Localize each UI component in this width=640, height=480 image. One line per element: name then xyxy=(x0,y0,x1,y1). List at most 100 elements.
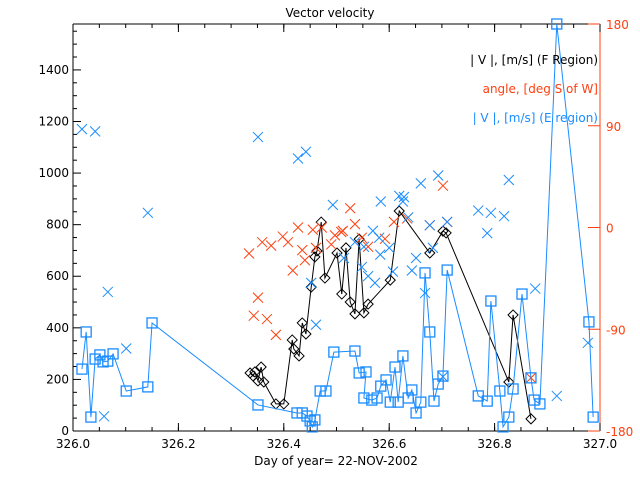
f-angle-point xyxy=(287,265,299,276)
x-marker-stroke xyxy=(375,196,387,207)
f-velocity-point xyxy=(437,225,449,237)
e-angle-point xyxy=(300,146,312,158)
f-velocity-point xyxy=(311,245,323,257)
f-angle-point xyxy=(248,310,260,322)
f-angle-point xyxy=(335,226,347,238)
e-velocity-point xyxy=(358,392,370,404)
x-axis-label: Day of year= 22-NOV-2002 xyxy=(254,454,418,468)
e-angle-point xyxy=(406,265,418,276)
e-angle-point xyxy=(393,190,405,202)
x-marker-stroke xyxy=(402,211,414,223)
e-velocity-point xyxy=(406,384,418,396)
e-velocity-point xyxy=(384,396,396,408)
x-marker-stroke xyxy=(551,390,563,402)
e-velocity-point xyxy=(516,288,528,300)
f-velocity-point xyxy=(358,307,370,319)
f-angle-point xyxy=(307,224,319,236)
y-left-tick-label: 1400 xyxy=(38,63,69,77)
f-velocity-point xyxy=(305,281,317,293)
f-angle-point xyxy=(252,292,264,303)
e-velocity-point xyxy=(494,385,506,397)
e-velocity-point xyxy=(120,385,132,397)
x-marker-stroke xyxy=(441,216,453,228)
e-angle-point xyxy=(424,219,436,231)
e-velocity-point xyxy=(107,348,119,360)
e-velocity-point xyxy=(252,399,264,411)
e-velocity-point xyxy=(437,370,449,382)
legend-e-velocity: | V |, [m/s] (E region) xyxy=(473,111,598,125)
e-velocity-point xyxy=(397,350,409,362)
x-marker-stroke xyxy=(270,329,282,341)
e-angle-point xyxy=(441,216,453,228)
x-marker-stroke xyxy=(300,146,312,158)
e-velocity-point xyxy=(306,421,318,433)
e-angle-point xyxy=(410,252,422,264)
chart-title: Vector velocity xyxy=(286,6,375,20)
x-marker-stroke xyxy=(305,277,317,289)
e-angle-point xyxy=(373,232,385,244)
f-angle-point xyxy=(310,242,322,254)
x-marker-stroke xyxy=(367,225,379,237)
x-marker-stroke xyxy=(427,242,439,254)
x-marker-stroke xyxy=(472,205,484,216)
f-velocity-point xyxy=(296,317,308,329)
f-velocity-point xyxy=(507,309,519,321)
e-angle-point xyxy=(383,242,395,254)
f-angle-point xyxy=(265,240,277,251)
x-marker-stroke xyxy=(406,265,418,276)
e-velocity-point xyxy=(309,414,321,426)
f-velocity-point xyxy=(344,296,356,308)
plot-marks xyxy=(76,18,599,433)
x-marker-stroke xyxy=(252,131,264,143)
y-right-tick-label: 0 xyxy=(606,222,614,236)
x-marker-stroke xyxy=(362,241,374,253)
e-angle-point xyxy=(397,196,409,207)
e-angle-point xyxy=(472,205,484,216)
f-velocity-point xyxy=(255,361,267,373)
x-marker-stroke xyxy=(437,371,449,383)
e-velocity-point xyxy=(320,385,332,397)
f-velocity-point xyxy=(278,398,290,410)
x-marker-stroke xyxy=(292,222,304,233)
e-angle-point xyxy=(142,207,154,219)
x-tick-label: 326.2 xyxy=(161,437,195,451)
f-angle-point xyxy=(362,241,374,253)
e-velocity-point xyxy=(80,326,92,338)
e-angle-point xyxy=(503,174,515,186)
e-velocity-point xyxy=(94,349,106,361)
f-velocity-point xyxy=(440,227,452,239)
e-angle-point xyxy=(120,343,132,354)
x-marker-stroke xyxy=(252,292,264,303)
x-marker-stroke xyxy=(76,123,88,135)
e-angle-point xyxy=(387,266,399,277)
e-angle-point xyxy=(98,410,110,422)
e-angle-point xyxy=(419,287,431,299)
f-angle-point xyxy=(299,254,311,266)
x-marker-stroke xyxy=(261,313,273,325)
x-tick-label: 326.8 xyxy=(477,437,511,451)
e-velocity-point xyxy=(441,264,453,276)
x-marker-stroke xyxy=(485,207,497,219)
e-angle-point xyxy=(292,153,304,164)
x-tick-label: 326.6 xyxy=(372,437,406,451)
series-line-v-m-s-f-region xyxy=(249,209,532,419)
e-angle-point xyxy=(356,261,368,273)
x-marker-stroke xyxy=(582,337,594,349)
e-velocity-point xyxy=(380,374,392,386)
e-velocity-point xyxy=(424,326,436,338)
x-marker-stroke xyxy=(344,202,356,214)
e-angle-point xyxy=(437,371,449,383)
e-angle-point xyxy=(485,207,497,219)
e-angle-point xyxy=(89,126,101,137)
x-marker-stroke xyxy=(356,232,368,244)
legend: | V |, [m/s] (F Region) angle, [deg S of… xyxy=(470,53,598,125)
e-angle-point xyxy=(498,210,510,222)
x-marker-stroke xyxy=(410,252,422,264)
f-velocity-point xyxy=(258,376,270,388)
e-velocity-point xyxy=(85,411,97,423)
e-angle-point xyxy=(432,170,444,181)
x-marker-stroke xyxy=(296,244,308,256)
f-velocity-point xyxy=(293,350,305,362)
x-marker-stroke xyxy=(529,283,541,294)
x-marker-stroke xyxy=(335,226,347,238)
